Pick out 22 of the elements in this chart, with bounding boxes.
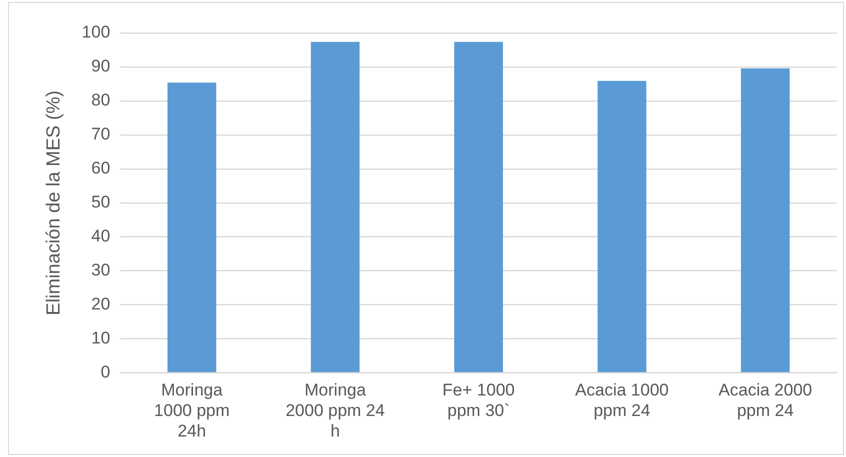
bar (740, 68, 790, 372)
y-tick-label: 60 (91, 158, 110, 178)
y-axis-title: Eliminación de la MES (%) (44, 90, 65, 316)
y-tick-label: 10 (91, 328, 110, 348)
y-tick-label: 20 (91, 294, 110, 314)
y-tick-label: 40 (91, 226, 110, 246)
y-tick-label: 30 (91, 260, 110, 280)
bar (454, 42, 503, 372)
y-tick-label: 80 (91, 90, 110, 110)
y-tick-label: 90 (91, 56, 110, 76)
bar (310, 42, 360, 372)
x-tick-label: Acacia 1000 ppm 24 (575, 380, 669, 420)
x-tick-label: Acacia 2000 ppm 24 (718, 380, 812, 420)
y-tick-label: 50 (91, 192, 110, 212)
y-tick-label: 70 (91, 124, 110, 144)
bar (598, 80, 646, 372)
x-tick-label: Moringa 2000 ppm 24 h (286, 380, 385, 440)
x-tick-label: Fe+ 1000 ppm 30` (442, 380, 515, 420)
bar (167, 82, 216, 372)
x-tick-label: Moringa 1000 ppm 24h (154, 380, 230, 440)
y-tick-label: 100 (82, 22, 110, 42)
y-tick-label: 0 (100, 362, 110, 382)
